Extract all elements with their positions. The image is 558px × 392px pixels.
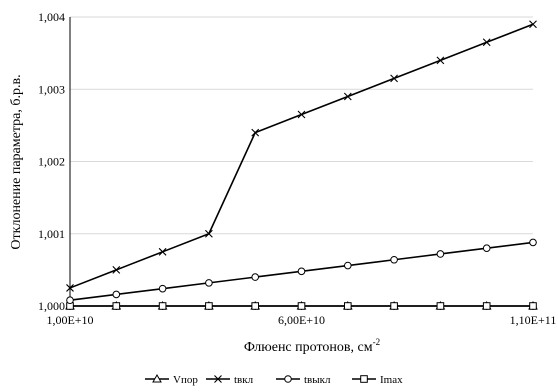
- series-1: [66, 20, 537, 292]
- series-1-point-2: [158, 247, 167, 256]
- y-tick-label-2: 1,002: [38, 155, 65, 169]
- series-group: [65, 20, 538, 310]
- series-2-point-2: [158, 284, 167, 293]
- series-1-point-0: [66, 284, 74, 292]
- legend-marker-2: [284, 375, 292, 383]
- y-axis-label: Отклонение параметра, б.р.в.: [9, 74, 24, 249]
- series-2-point-0: [66, 296, 74, 305]
- series-3-point-7: [390, 302, 398, 310]
- series-1-point-9: [482, 38, 491, 47]
- x-tick-label-1: 6,00E+10: [278, 313, 325, 327]
- series-2-point-6: [344, 261, 352, 270]
- series-2-point-4: [251, 273, 259, 281]
- series-2-point-9: [482, 244, 491, 252]
- y-tick-label-3: 1,003: [38, 82, 65, 96]
- y-tick-label-0: 1,000: [38, 299, 65, 313]
- y-tick-labels: 1,000 1,001 1,002 1,003 1,004: [38, 10, 65, 313]
- series-2-point-7: [390, 255, 398, 264]
- series-3-point-9: [482, 302, 491, 310]
- legend-label-2: tвыкл: [304, 374, 331, 386]
- series-3-point-5: [297, 302, 306, 310]
- legend-item-2: tвыкл: [276, 374, 331, 386]
- x-tick-label-2: 1,10E+11: [510, 313, 557, 327]
- series-1-point-3: [205, 229, 213, 238]
- series-1-point-7: [390, 74, 398, 83]
- series-3: [66, 302, 537, 310]
- x-axis-label-text: Флюенс протонов, см: [244, 340, 373, 355]
- legend-label-1: tвкл: [234, 374, 254, 386]
- legend-label-0: Vпор: [173, 374, 198, 386]
- series-1-point-6: [343, 92, 352, 101]
- series-3-point-4: [251, 302, 259, 310]
- series-2-point-10: [529, 238, 537, 247]
- series-2-point-1: [112, 290, 121, 299]
- series-3-point-8: [436, 302, 445, 310]
- series-1-point-4: [251, 128, 260, 137]
- series-2-point-8: [436, 250, 445, 258]
- legend-marker-3: [360, 375, 368, 383]
- series-3-point-3: [205, 302, 213, 310]
- y-tick-label-1: 1,001: [38, 227, 65, 241]
- legend-marker-0: [152, 373, 162, 383]
- legend-item-0: Vпор: [145, 373, 198, 386]
- x-axis-label-sup: -2: [373, 337, 381, 347]
- series-line-1: [69, 23, 534, 289]
- series-3-point-2: [158, 302, 167, 310]
- series-3-point-1: [112, 302, 121, 310]
- series-2-point-5: [297, 267, 306, 276]
- legend: Vпор tвкл tвыкл Imax: [145, 373, 403, 386]
- x-tick-labels: 1,00E+10 6,00E+10 1,10E+11: [46, 313, 556, 327]
- series-1-point-1: [112, 265, 121, 274]
- legend-item-3: Imax: [352, 374, 403, 386]
- grid-lines: [70, 16, 533, 235]
- series-1-point-10: [529, 20, 537, 29]
- x-axis-label: Флюенс протонов, см-2: [244, 337, 380, 355]
- series-2: [66, 238, 537, 305]
- y-tick-label-4: 1,004: [38, 10, 65, 24]
- legend-label-3: Imax: [380, 374, 403, 386]
- legend-item-1: tвкл: [206, 374, 254, 386]
- series-1-point-8: [436, 56, 445, 65]
- x-tick-label-0: 1,00E+10: [46, 313, 93, 327]
- series-3-point-10: [529, 302, 537, 310]
- series-2-point-3: [205, 279, 213, 287]
- axes: [69, 17, 534, 310]
- series-1-point-5: [297, 110, 306, 119]
- legend-marker-1: [214, 375, 222, 383]
- series-3-point-6: [344, 302, 352, 310]
